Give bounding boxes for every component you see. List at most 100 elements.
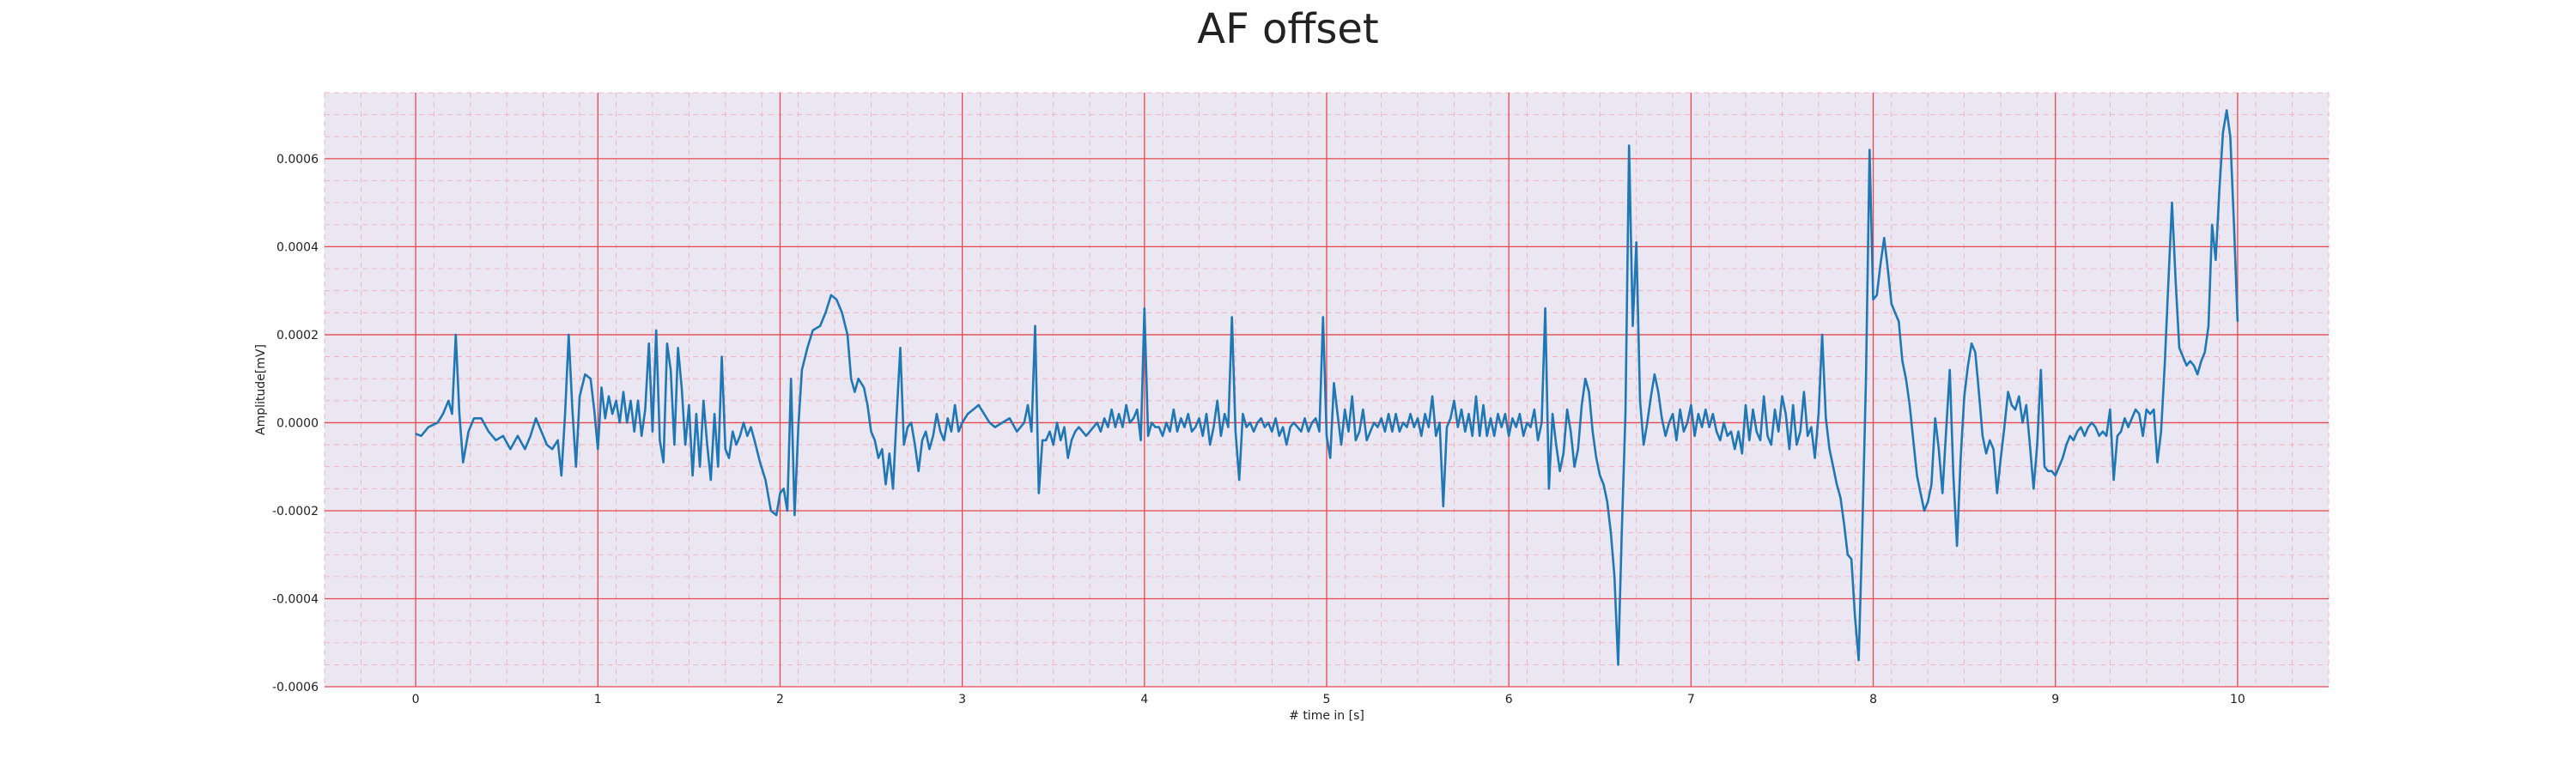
data-point: [604, 417, 606, 420]
data-point: [819, 324, 821, 327]
data-point: [932, 434, 934, 437]
data-point: [2153, 409, 2155, 410]
data-point: [1599, 475, 1601, 476]
data-point: [1485, 434, 1488, 437]
data-point: [2087, 426, 2089, 428]
data-point: [1912, 440, 1915, 441]
data-point: [454, 334, 457, 336]
data-point: [1154, 426, 1157, 428]
data-point: [1631, 324, 1634, 327]
data-point: [1198, 417, 1200, 420]
data-point: [1347, 430, 1350, 433]
chart-title: AF offset: [1197, 5, 1379, 53]
data-point: [921, 440, 923, 441]
data-point: [1526, 421, 1528, 424]
data-point: [793, 514, 796, 516]
data-point: [738, 434, 741, 437]
data-point: [524, 448, 526, 451]
x-tick-label: 8: [1869, 693, 1877, 706]
data-point: [1089, 430, 1091, 433]
y-tick-label: -0.0004: [272, 592, 319, 606]
data-point: [1573, 465, 1576, 468]
data-point: [1704, 409, 1707, 410]
data-point: [1868, 149, 1871, 151]
y-axis-label: Amplitude[mV]: [254, 344, 268, 435]
data-point: [801, 369, 803, 371]
data-point: [2047, 470, 2050, 472]
data-point: [1886, 268, 1889, 270]
data-point: [811, 329, 814, 331]
data-point: [467, 430, 470, 433]
data-point: [1657, 391, 1660, 393]
x-tick-label: 6: [1505, 693, 1513, 706]
data-point: [1584, 378, 1587, 380]
data-point: [928, 448, 931, 451]
data-point: [517, 434, 519, 437]
y-axis-ticks: -0.0006 -0.0004 -0.0002 0.0000 0.0002 0.0004 0…: [272, 153, 319, 694]
data-point: [1537, 440, 1539, 441]
data-point: [967, 413, 969, 415]
data-point: [2007, 391, 2009, 393]
data-point: [1974, 351, 1977, 354]
y-tick-label: 0.0006: [276, 153, 319, 167]
data-point: [2135, 409, 2137, 410]
data-point: [626, 421, 629, 424]
data-point: [1708, 426, 1710, 428]
data-point: [1402, 421, 1404, 424]
data-point: [1092, 426, 1095, 428]
data-point: [735, 444, 738, 446]
data-point: [1351, 395, 1353, 397]
data-point: [1959, 457, 1962, 459]
data-point: [1693, 434, 1696, 437]
data-point: [1490, 417, 1492, 420]
data-point: [2130, 417, 2133, 420]
data-point: [540, 430, 543, 433]
data-point: [1384, 430, 1386, 433]
data-points: [415, 109, 2239, 666]
x-tick-label: 10: [2230, 693, 2245, 706]
data-point: [2080, 426, 2082, 428]
data-point: [2160, 430, 2162, 433]
data-point: [717, 465, 720, 468]
data-point: [442, 413, 444, 415]
data-point: [2189, 360, 2191, 362]
data-point: [659, 440, 661, 441]
data-point: [1941, 492, 1944, 494]
data-point: [1078, 426, 1080, 428]
data-point: [1784, 413, 1787, 415]
data-point: [1540, 421, 1543, 424]
x-tick-label: 4: [1140, 693, 1148, 706]
data-point: [1544, 307, 1546, 310]
data-point: [1300, 430, 1303, 433]
data-point: [1333, 382, 1335, 385]
data-point: [1664, 434, 1667, 437]
data-point: [564, 413, 566, 415]
data-point: [1741, 452, 1743, 455]
data-point: [1672, 413, 1674, 415]
data-point: [870, 430, 872, 433]
data-point: [806, 347, 809, 349]
data-point: [759, 461, 761, 464]
data-point: [1588, 391, 1590, 393]
data-point: [1643, 444, 1645, 446]
data-point: [1235, 430, 1236, 433]
data-point: [1303, 417, 1306, 420]
data-point: [847, 334, 848, 336]
data-point: [1071, 440, 1072, 441]
data-point: [2171, 202, 2173, 204]
data-point: [1880, 264, 1881, 265]
data-point: [1923, 510, 1925, 512]
data-point: [2145, 409, 2148, 410]
data-point: [2054, 475, 2057, 476]
data-point: [1679, 409, 1681, 410]
data-point: [681, 386, 683, 389]
data-point: [1206, 413, 1207, 415]
data-point: [2076, 430, 2079, 433]
data-point: [1832, 465, 1834, 468]
data-point: [1610, 531, 1612, 534]
data-point: [1399, 430, 1400, 433]
data-point: [769, 510, 772, 512]
data-point: [2222, 131, 2224, 134]
data-point: [2029, 444, 2031, 446]
data-point: [1074, 430, 1077, 433]
